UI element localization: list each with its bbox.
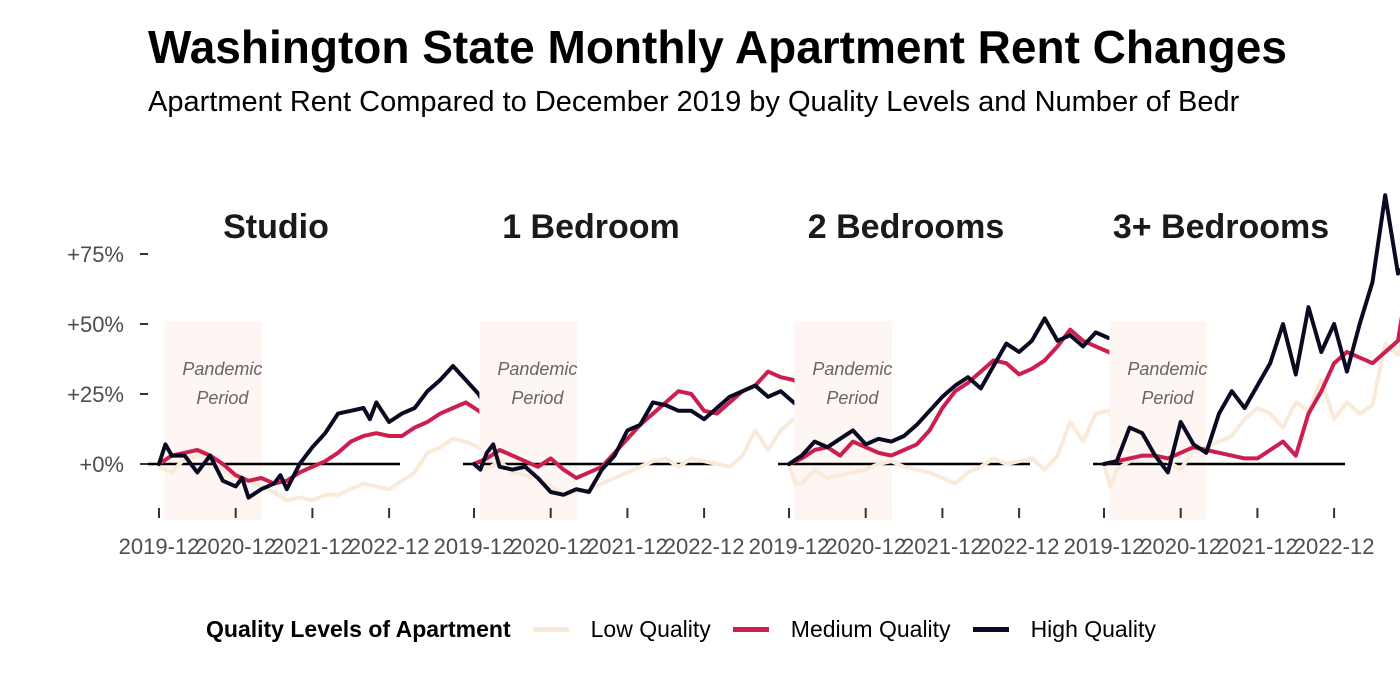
x-tick-label: 2020-12 [1140,534,1221,559]
x-tick-label: 2022-12 [1294,534,1375,559]
x-tick-label: 2021-12 [272,534,353,559]
x-tick-label: 2020-12 [510,534,591,559]
pandemic-shade [479,321,577,520]
x-tick-label: 2022-12 [349,534,430,559]
chart-title: Washington State Monthly Apartment Rent … [148,21,1287,73]
chart-subtitle: Apartment Rent Compared to December 2019… [148,86,1240,118]
legend-swatch-medium [732,627,769,632]
y-tick-label: +25% [67,382,124,407]
legend-swatch-high [972,627,1009,632]
x-tick-label: 2019-12 [1064,534,1145,559]
series-line-high [1102,193,1400,475]
series-line-medium [1102,316,1400,466]
x-tick-label: 2019-12 [749,534,830,559]
pandemic-shade [1109,321,1207,520]
x-tick-label: 2021-12 [587,534,668,559]
x-tick-label: 2021-12 [1217,534,1298,559]
shade-label: Pandemic [1127,359,1207,379]
series-line-high [157,364,519,500]
shade-label: Pandemic [812,359,892,379]
x-tick-label: 2019-12 [119,534,200,559]
y-tick-label: +0% [79,452,124,477]
shade-label: Period [511,388,564,408]
shade-label: Pandemic [497,359,577,379]
series-line-high [787,316,1137,466]
y-tick-label: +75% [67,242,124,267]
legend: Quality Levels of Apartment Low Quality … [206,616,1178,643]
legend-label-low: Low Quality [590,616,711,642]
x-tick-label: 2019-12 [434,534,515,559]
series-line-low [1102,340,1400,489]
series-line-low [472,417,834,497]
legend-swatch-low [532,627,569,632]
panel-title: 1 Bedroom [502,208,680,246]
legend-label-medium: Medium Quality [790,616,951,642]
shade-label: Period [826,388,879,408]
x-tick-label: 2021-12 [902,534,983,559]
panel-title: Studio [223,208,329,246]
shade-label: Pandemic [182,359,262,379]
legend-item-low: Low Quality [532,616,711,643]
legend-item-medium: Medium Quality [732,616,951,643]
x-tick-label: 2022-12 [664,534,745,559]
series-line-medium [157,400,519,486]
x-tick-label: 2020-12 [825,534,906,559]
legend-title: Quality Levels of Apartment [206,616,511,642]
series-line-low [157,436,519,503]
panel-title: 2 Bedrooms [808,208,1005,246]
faceted-line-chart: +0% +25% +50% +75% Studio Pandemic Period 2019-… [67,193,1400,559]
panel-title: 3+ Bedrooms [1113,208,1329,246]
x-tick-label: 2020-12 [195,534,276,559]
series-line-high [472,383,834,497]
x-tick-label: 2022-12 [979,534,1060,559]
shade-label: Period [1141,388,1194,408]
pandemic-shade [794,321,892,520]
legend-label-high: High Quality [1030,616,1156,642]
series-line-medium [472,369,834,480]
legend-item-high: High Quality [972,616,1156,643]
shade-label: Period [196,388,249,408]
series-line-low [787,408,1149,486]
y-tick-label: +50% [67,312,124,337]
